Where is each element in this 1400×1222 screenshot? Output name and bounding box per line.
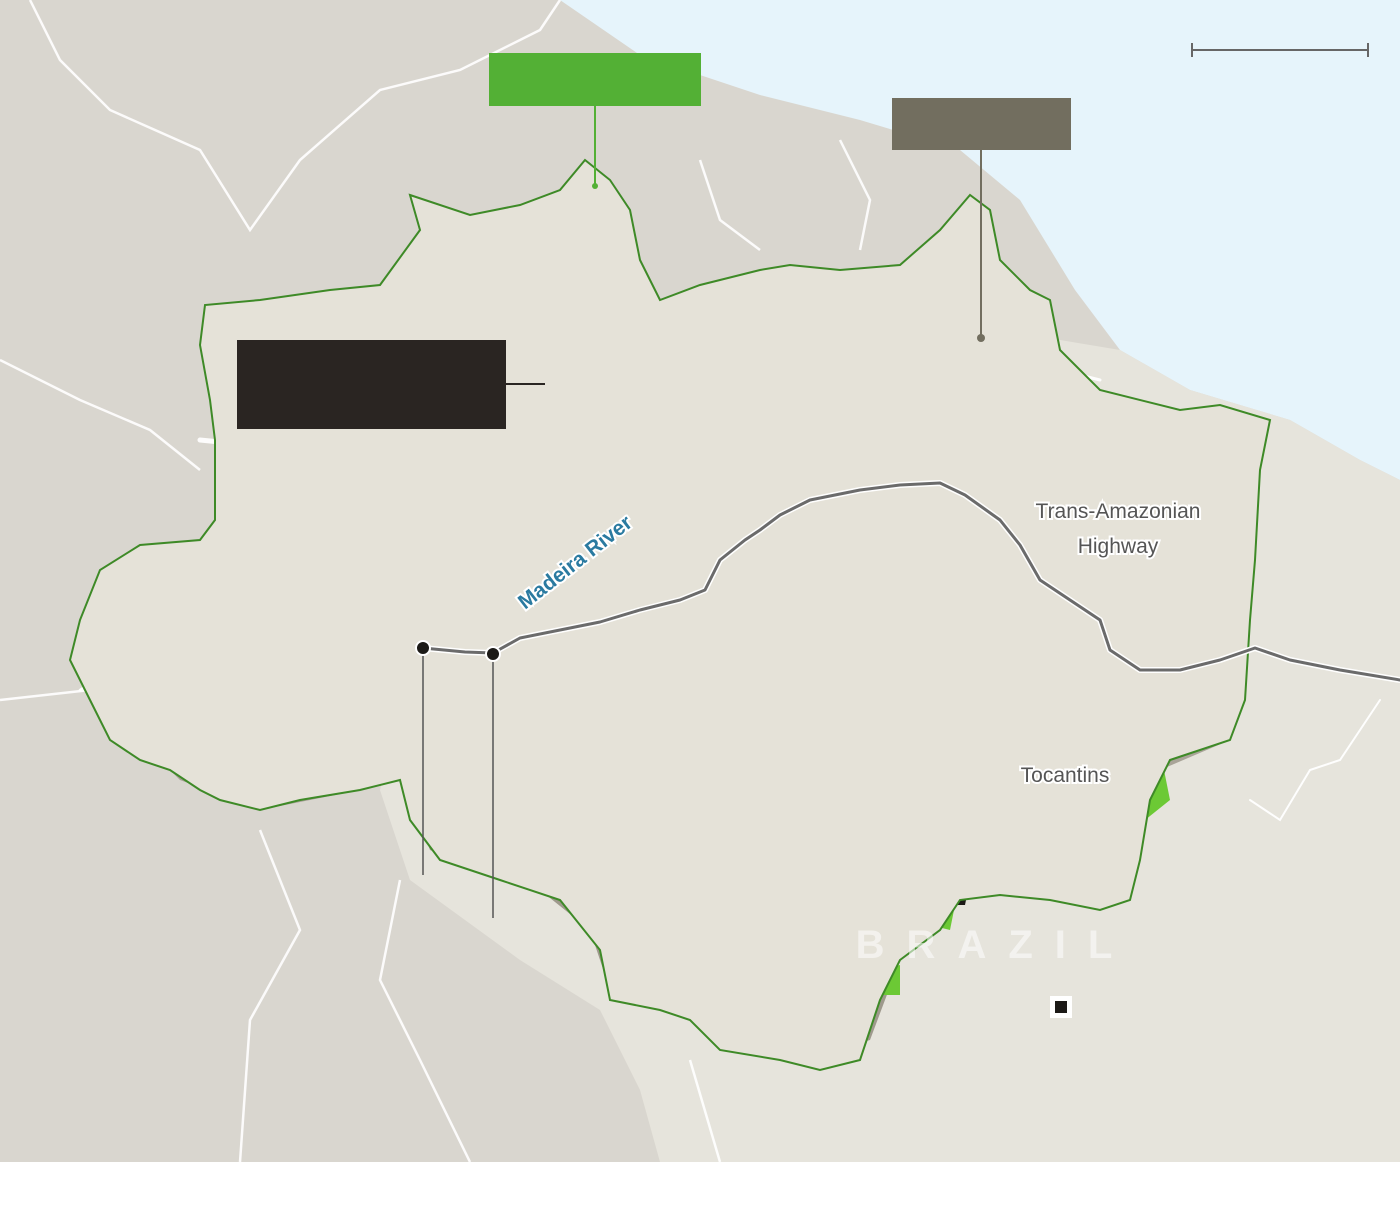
highway-label-line2: Highway	[1078, 535, 1159, 558]
tocantins-label: Tocantins	[1021, 764, 1110, 787]
legend-protected-box	[489, 53, 701, 106]
legend-recent	[237, 340, 545, 429]
dam-markers	[415, 640, 501, 918]
legend-protected	[489, 53, 701, 189]
highway-label-line1: Trans-Amazonian	[1036, 500, 1201, 523]
marker-dot-left	[415, 640, 431, 656]
scale-bar	[1191, 43, 1369, 57]
legend-deforested-box	[892, 98, 1071, 150]
country-borders	[0, 0, 872, 1162]
trans-amazonian-highway-line	[420, 480, 1400, 683]
marker-dot-right	[485, 646, 501, 662]
legend-deforested	[892, 98, 1071, 342]
brazil-label: BRAZIL	[856, 923, 1135, 967]
legend-recent-box	[237, 340, 506, 429]
capital-marker	[1050, 996, 1072, 1018]
amazon-deforestation-map: Madeira River Trans-Amazonian Highway To…	[0, 0, 1400, 1162]
